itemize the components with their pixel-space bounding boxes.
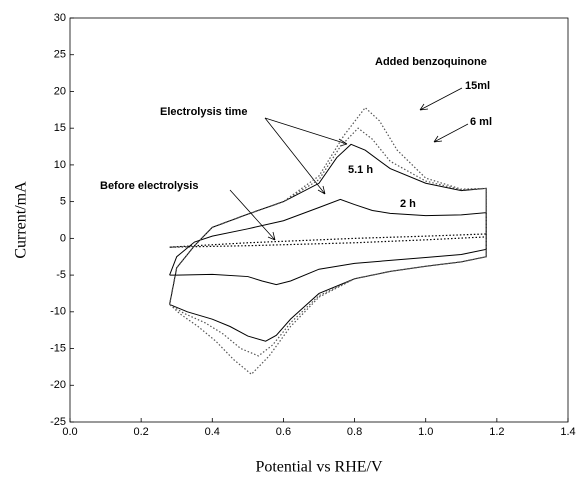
y-tick-label: -5	[56, 269, 66, 281]
x-tick-label: 0.2	[133, 426, 148, 438]
cv-curve	[169, 127, 487, 357]
x-tick-label: 1.2	[489, 426, 504, 438]
y-tick-label: 20	[54, 85, 66, 97]
x-tick-label: 0.0	[62, 426, 77, 438]
x-tick-label: 0.6	[276, 426, 291, 438]
x-tick-label: 1.4	[560, 426, 575, 438]
x-tick-label: 1.0	[418, 426, 433, 438]
y-tick-label: 10	[54, 159, 66, 171]
arrow	[229, 189, 276, 241]
y-tick-label: 0	[60, 232, 66, 244]
y-tick-label: -20	[50, 379, 66, 391]
arrow	[419, 87, 463, 111]
series-label: 5.1 h	[348, 164, 373, 176]
cv-curve	[169, 106, 487, 376]
y-tick-label: -15	[50, 342, 66, 354]
x-tick-label: 0.8	[347, 426, 362, 438]
annotation: Added benzoquinone	[375, 56, 487, 68]
annotation: Electrolysis time	[160, 106, 247, 118]
cv-curve	[169, 143, 487, 342]
series-label: 15ml	[465, 80, 490, 92]
plot-frame	[69, 17, 569, 423]
y-axis-label: Current/mA	[13, 181, 30, 259]
y-tick-label: -25	[50, 416, 66, 428]
series-label: 6 ml	[470, 116, 492, 128]
y-tick-label: 15	[54, 122, 66, 134]
series-label: 2 h	[400, 198, 416, 210]
series-label: Before electrolysis	[100, 180, 198, 192]
arrow	[264, 117, 348, 147]
x-tick-label: 0.4	[205, 426, 220, 438]
y-tick-label: -10	[50, 306, 66, 318]
cv-curve	[169, 233, 487, 248]
y-tick-label: 30	[54, 12, 66, 24]
arrow	[264, 117, 326, 195]
arrow	[433, 123, 469, 143]
arrows	[229, 87, 469, 241]
y-tick-label: 5	[60, 196, 66, 208]
y-tick-label: 25	[54, 49, 66, 61]
x-axis-label: Potential vs RHE/V	[255, 459, 383, 476]
cv-curve	[169, 198, 487, 286]
